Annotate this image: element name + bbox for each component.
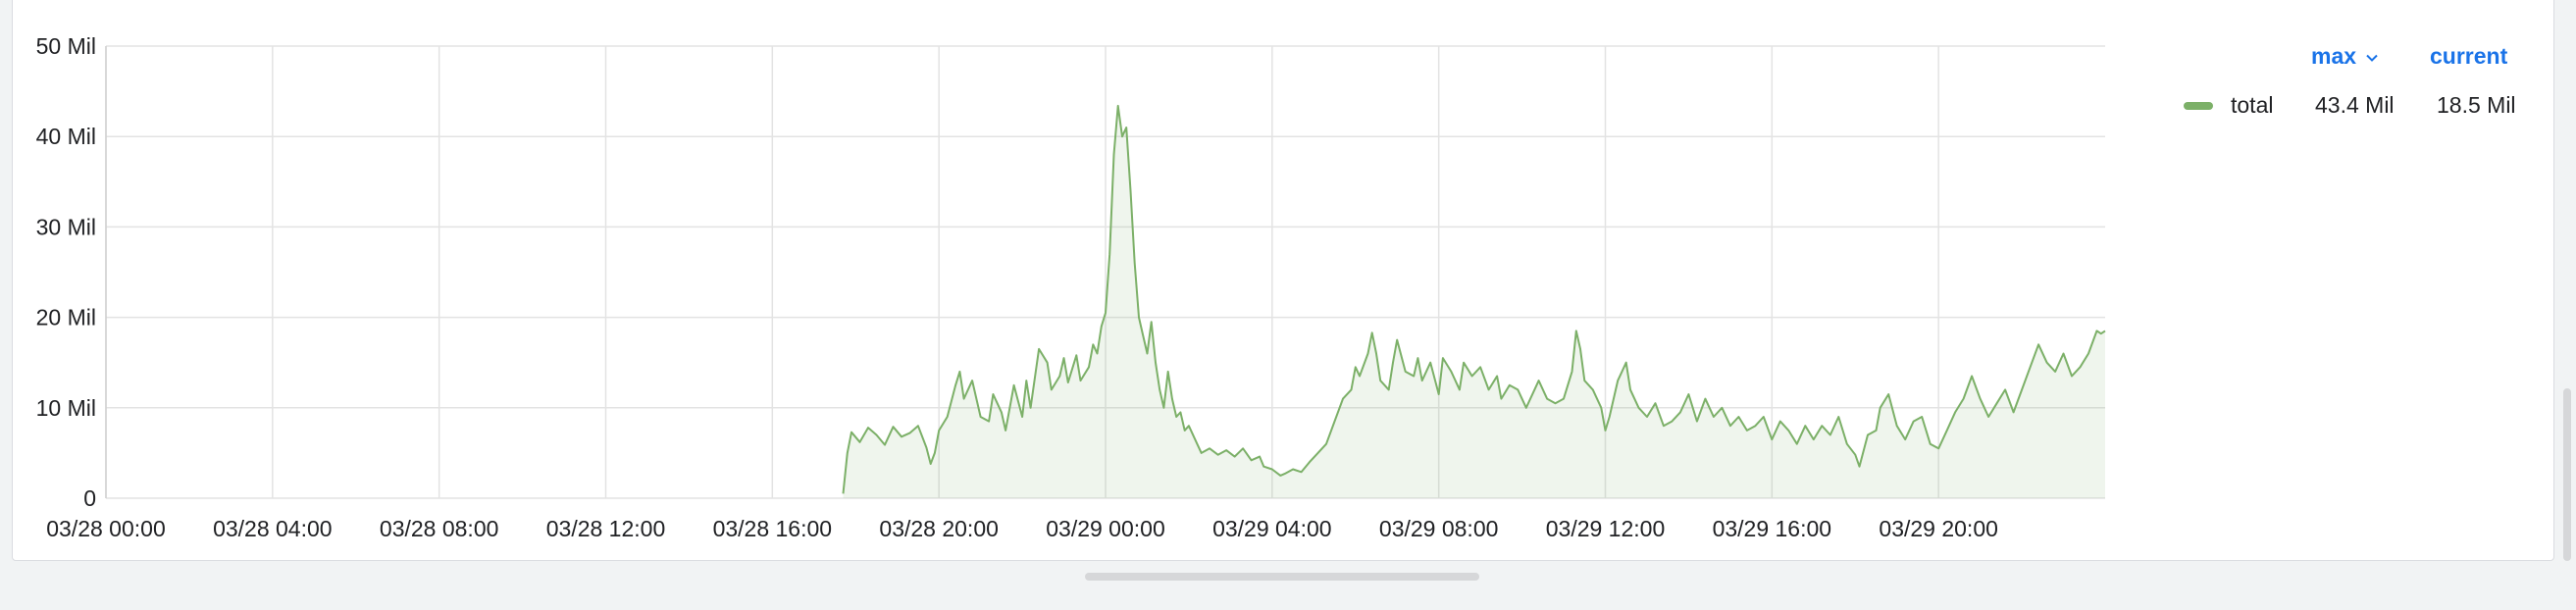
legend-header-max[interactable]: max bbox=[2311, 43, 2380, 70]
axis-labels: 0 10 Mil 20 Mil 30 Mil 40 Mil 50 Mil 03/28 00:… bbox=[36, 33, 1998, 541]
x-tick-label: 03/29 16:00 bbox=[1713, 516, 1832, 541]
x-tick-label: 03/28 12:00 bbox=[546, 516, 666, 541]
legend-header-max-label: max bbox=[2311, 43, 2357, 69]
chart-panel bbox=[12, 0, 2554, 561]
x-tick-label: 03/28 04:00 bbox=[213, 516, 333, 541]
y-tick-label: 50 Mil bbox=[36, 33, 96, 59]
series-area bbox=[842, 104, 2106, 499]
chevron-down-icon bbox=[2366, 54, 2379, 62]
y-tick-label: 30 Mil bbox=[36, 214, 96, 239]
legend-max-value: 43.4 Mil bbox=[2315, 92, 2395, 118]
legend-row-total[interactable]: total 43.4 Mil 18.5 Mil bbox=[2168, 90, 2541, 120]
legend-series-name: total bbox=[2231, 92, 2274, 118]
horizontal-scrollbar[interactable] bbox=[1085, 573, 1479, 581]
series-area-fill-total bbox=[843, 105, 2105, 499]
y-tick-label: 10 Mil bbox=[36, 395, 96, 421]
x-tick-label: 03/28 08:00 bbox=[380, 516, 499, 541]
x-tick-label: 03/28 00:00 bbox=[46, 516, 166, 541]
series-line-total bbox=[842, 104, 2106, 494]
legend-header-current[interactable]: current bbox=[2430, 43, 2507, 70]
vertical-scrollbar[interactable] bbox=[2563, 388, 2571, 561]
x-tick-label: 03/29 00:00 bbox=[1046, 516, 1165, 541]
y-tick-label: 20 Mil bbox=[36, 305, 96, 330]
x-tick-label: 03/29 20:00 bbox=[1879, 516, 1998, 541]
grid-lines bbox=[105, 45, 2105, 499]
x-tick-label: 03/28 16:00 bbox=[713, 516, 833, 541]
y-tick-label: 40 Mil bbox=[36, 124, 96, 149]
x-tick-label: 03/29 08:00 bbox=[1379, 516, 1499, 541]
x-tick-label: 03/29 12:00 bbox=[1546, 516, 1666, 541]
legend-current-value: 18.5 Mil bbox=[2437, 92, 2516, 118]
legend-swatch bbox=[2184, 102, 2213, 110]
x-tick-label: 03/28 20:00 bbox=[879, 516, 999, 541]
legend-header-current-label: current bbox=[2430, 43, 2508, 69]
legend: max current total 43.4 Mil 18.5 Mil bbox=[2168, 39, 2541, 118]
x-tick-label: 03/29 04:00 bbox=[1212, 516, 1332, 541]
y-tick-label: 0 bbox=[83, 485, 96, 511]
